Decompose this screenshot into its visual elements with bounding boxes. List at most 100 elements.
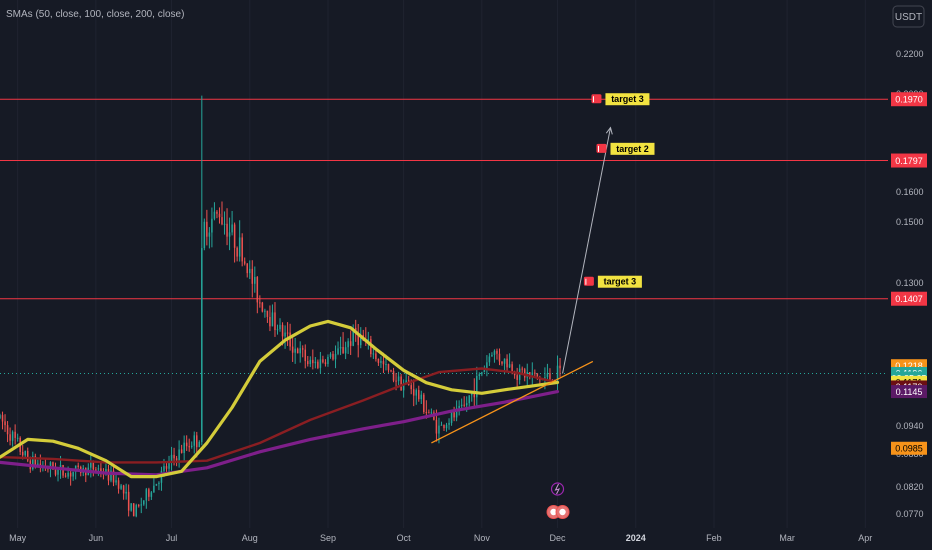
candle-body xyxy=(372,353,375,355)
candle-body xyxy=(304,349,307,362)
price-badge-label: 0.0985 xyxy=(895,443,923,453)
candle-body xyxy=(264,310,266,312)
candle-body xyxy=(324,362,327,365)
candle-body xyxy=(173,454,175,459)
candle-body xyxy=(402,383,405,391)
candle-body xyxy=(450,412,453,423)
candle-body xyxy=(309,359,312,365)
candle-body xyxy=(203,221,206,249)
price-badge xyxy=(891,441,927,455)
candle-body xyxy=(347,341,349,348)
y-tick-label: 0.0820 xyxy=(896,482,924,492)
target-label-bg xyxy=(605,93,650,106)
earnings-icon-dot xyxy=(559,508,566,516)
candle-body xyxy=(516,375,518,380)
price-axis[interactable]: 0.22000.20900.16000.15000.13000.10200.09… xyxy=(891,49,927,519)
target-labels: target 3 target 2 target 3 xyxy=(583,93,655,288)
candle-body xyxy=(223,223,226,225)
candle-body xyxy=(77,465,79,467)
candle-body xyxy=(301,348,304,350)
candle-body xyxy=(463,404,465,406)
projection-arrow xyxy=(562,127,611,374)
candle-body xyxy=(412,389,415,396)
candle-body xyxy=(344,347,347,354)
y-tick-label: 0.1600 xyxy=(896,187,924,197)
candle-body xyxy=(24,451,26,456)
candle-body xyxy=(501,361,503,364)
candle-body xyxy=(559,365,561,369)
legend-smas[interactable]: SMAs (50, close, 100, close, 200, close) xyxy=(6,9,184,20)
candle-body xyxy=(493,350,496,355)
candle-body xyxy=(122,485,125,494)
candle-body xyxy=(420,394,423,400)
candle-body xyxy=(428,412,430,414)
x-tick-label: Mar xyxy=(779,533,795,543)
level-badge xyxy=(891,153,927,168)
candle-body xyxy=(453,412,455,418)
level-badge-label: 0.1407 xyxy=(895,294,923,304)
candle-body xyxy=(6,425,9,435)
target-label: target 3 xyxy=(611,94,644,104)
x-tick-label: Feb xyxy=(706,533,722,543)
candle-body xyxy=(455,408,458,418)
candle-body xyxy=(256,277,259,303)
candle-body xyxy=(481,372,483,375)
candle-body xyxy=(21,451,24,456)
candle-body xyxy=(445,424,448,429)
candle-body xyxy=(327,356,329,365)
candle-body xyxy=(233,224,236,248)
candle-body xyxy=(274,312,276,331)
candle-body xyxy=(478,374,481,376)
candle-body xyxy=(11,431,14,441)
candle-body xyxy=(483,368,486,373)
candle-body xyxy=(148,489,150,497)
candle-body xyxy=(4,421,6,426)
level-badge-label: 0.1970 xyxy=(895,95,923,105)
candle-body xyxy=(112,470,115,483)
candle-body xyxy=(261,302,264,312)
candle-body xyxy=(32,456,34,470)
currency-button[interactable]: USDT xyxy=(892,5,925,28)
y-tick-label: 0.1300 xyxy=(896,278,924,288)
candle-body xyxy=(153,485,155,493)
candle-body xyxy=(143,500,145,505)
candle-body xyxy=(211,218,213,233)
candle-body xyxy=(352,327,354,346)
candle-body xyxy=(286,332,289,334)
candle-body xyxy=(198,441,201,448)
candle-body xyxy=(476,375,478,398)
candle-body xyxy=(276,329,279,331)
candle-body xyxy=(332,353,334,360)
candle-body xyxy=(248,268,251,274)
candle-body xyxy=(460,404,463,406)
candle-body xyxy=(158,482,160,484)
candle-body xyxy=(213,211,216,219)
candle-body xyxy=(291,346,294,353)
candle-body xyxy=(367,339,370,342)
candle-body xyxy=(423,394,425,413)
y-tick-label: 0.0940 xyxy=(896,421,924,431)
candle-body xyxy=(508,364,511,368)
candle-body xyxy=(243,261,246,264)
candle-body xyxy=(14,431,16,438)
candle-body xyxy=(296,348,299,354)
candle-body xyxy=(334,353,337,360)
x-tick-label: Oct xyxy=(397,533,412,543)
candle-body xyxy=(425,412,428,414)
candle-body xyxy=(529,372,531,375)
time-axis[interactable]: May Jun Jul Aug Sep Oct Nov Dec 2024 Feb Mar Apr xyxy=(9,533,872,543)
candle-body xyxy=(440,424,443,426)
candle-body xyxy=(115,480,117,483)
candle-body xyxy=(294,348,296,353)
candle-body xyxy=(415,390,418,396)
candle-body xyxy=(127,491,130,511)
candle-body xyxy=(9,434,11,441)
candle-body xyxy=(435,419,438,434)
candle-body xyxy=(496,350,498,354)
candle-body xyxy=(183,442,185,453)
candle-body xyxy=(357,332,359,346)
candle-body xyxy=(279,324,281,330)
event-icons[interactable] xyxy=(546,482,570,519)
candle-body xyxy=(37,463,39,466)
